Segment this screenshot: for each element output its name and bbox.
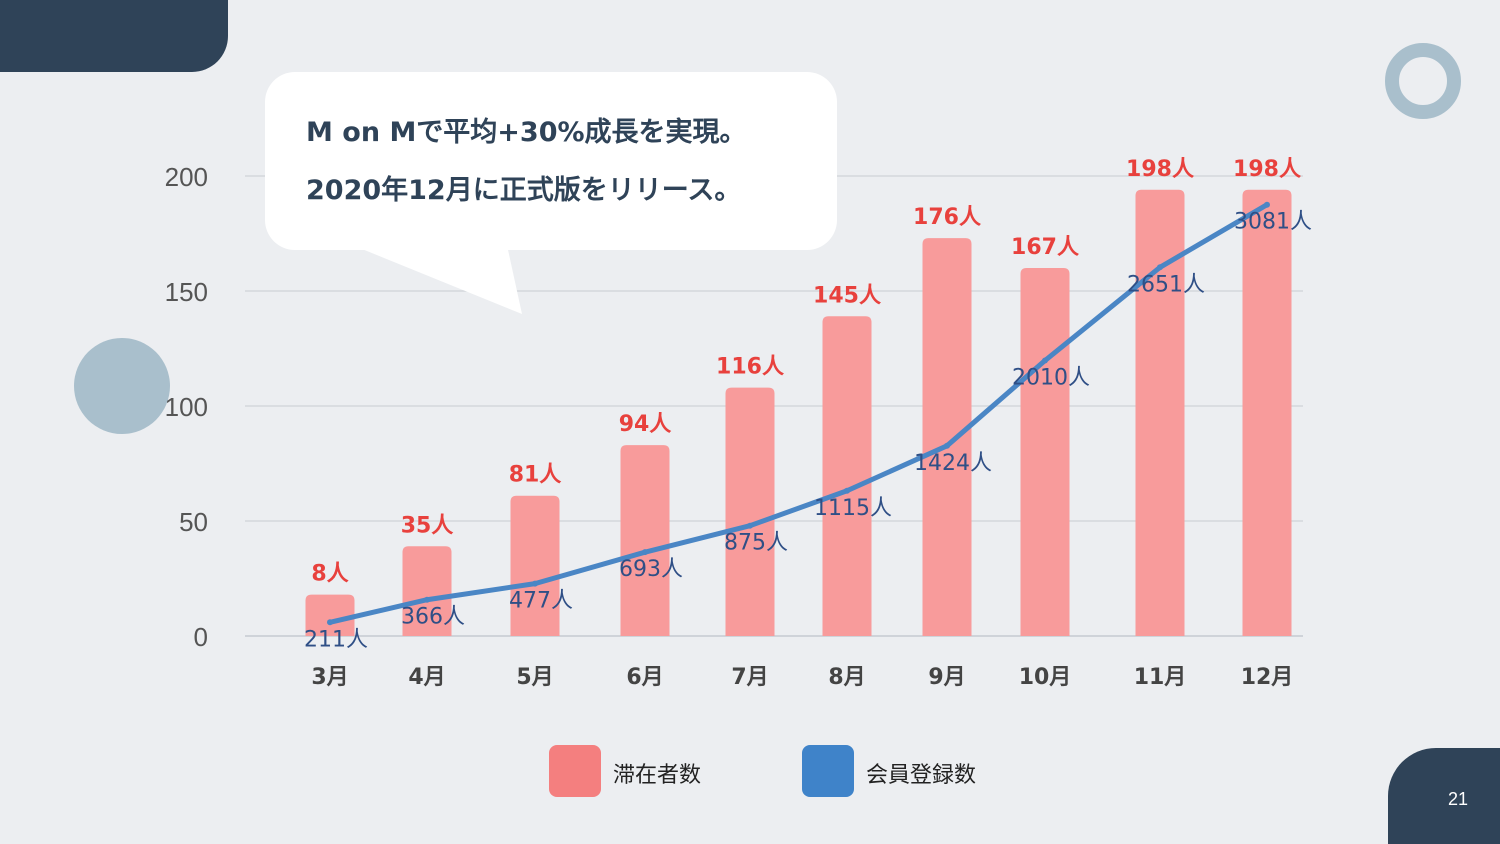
- y-tick-label-150: 150: [165, 277, 208, 307]
- x-tick-label-4月: 4月: [408, 665, 445, 690]
- bar-value-label: 167人: [1011, 235, 1079, 260]
- x-tick-label-6月: 6月: [626, 665, 663, 690]
- legend-label-members: 会員登録数: [866, 763, 977, 788]
- y-tick-label-100: 100: [165, 392, 208, 422]
- line-point: [747, 522, 753, 529]
- line-value-label: 3081人: [1234, 210, 1312, 235]
- legend-swatch-visitors: [549, 745, 601, 797]
- x-tick-label-7月: 7月: [731, 665, 768, 690]
- line-value-label: 211人: [304, 627, 368, 652]
- legend-label-visitors: 滞在者数: [613, 763, 702, 788]
- bar-10月: [1020, 268, 1070, 636]
- bar-12月: [1242, 189, 1292, 637]
- line-members: [327, 202, 1270, 625]
- bar-value-label: 198人: [1126, 157, 1194, 182]
- line-value-label: 693人: [619, 557, 683, 582]
- bar-value-label: 145人: [813, 283, 881, 308]
- bar-value-label: 81人: [509, 463, 562, 488]
- callout-line-2: 2020年12月に正式版をリリース。: [306, 175, 742, 206]
- x-tick-label-9月: 9月: [928, 665, 965, 690]
- x-tick-label-11月: 11月: [1134, 665, 1187, 690]
- line-value-label: 2651人: [1127, 272, 1205, 297]
- legend-swatch-members: [802, 745, 854, 797]
- page-number: 21: [1447, 789, 1468, 809]
- line-value-label: 477人: [509, 589, 573, 614]
- bar-11月: [1135, 189, 1185, 637]
- bar-9月: [922, 238, 972, 636]
- bar-8月: [822, 316, 872, 636]
- callout-line-1: M on Mで平均+30%成長を実現。: [306, 117, 747, 148]
- callout-text: M on Mで平均+30%成長を実現。 2020年12月に正式版をリリース。: [306, 104, 747, 220]
- line-point: [944, 442, 950, 449]
- bar-value-label: 94人: [619, 412, 672, 437]
- bar-value-label: 116人: [716, 355, 784, 380]
- bar-3月: [305, 594, 355, 636]
- bar-4月: [402, 546, 452, 636]
- bar-value-label: 8人: [311, 562, 348, 587]
- line-point: [327, 619, 333, 626]
- line-point: [642, 549, 648, 556]
- line-point: [424, 596, 430, 603]
- bar-value-label: 176人: [913, 205, 981, 230]
- x-tick-label-12月: 12月: [1241, 665, 1294, 690]
- line-value-label: 2010人: [1012, 366, 1090, 391]
- callout-bubble: [265, 72, 837, 250]
- x-tick-label-5月: 5月: [516, 665, 553, 690]
- bar-5月: [510, 495, 560, 636]
- corner-decoration-bottom-right: 21: [1388, 748, 1500, 844]
- line-point: [1042, 357, 1048, 364]
- line-value-label: 1115人: [814, 496, 892, 521]
- bar-6月: [620, 445, 670, 636]
- x-tick-label-10月: 10月: [1019, 665, 1072, 690]
- corner-decoration-top-left: [0, 0, 228, 72]
- bar-value-label: 198人: [1233, 157, 1301, 182]
- line-point: [844, 487, 850, 494]
- bar-value-label: 35人: [401, 513, 454, 538]
- line-value-label: 1424人: [914, 451, 992, 476]
- y-tick-label-200: 200: [165, 162, 208, 192]
- bar-7月: [725, 387, 775, 636]
- y-tick-label-50: 50: [179, 507, 208, 537]
- line-point: [1157, 264, 1163, 271]
- line-value-label: 366人: [401, 605, 465, 630]
- x-tick-label-8月: 8月: [828, 665, 865, 690]
- circle-decoration: [74, 338, 170, 434]
- line-value-label: 875人: [724, 531, 788, 556]
- y-tick-label-0: 0: [194, 622, 208, 652]
- line-point: [1264, 201, 1270, 208]
- line-point: [532, 580, 538, 587]
- x-tick-label-3月: 3月: [311, 665, 348, 690]
